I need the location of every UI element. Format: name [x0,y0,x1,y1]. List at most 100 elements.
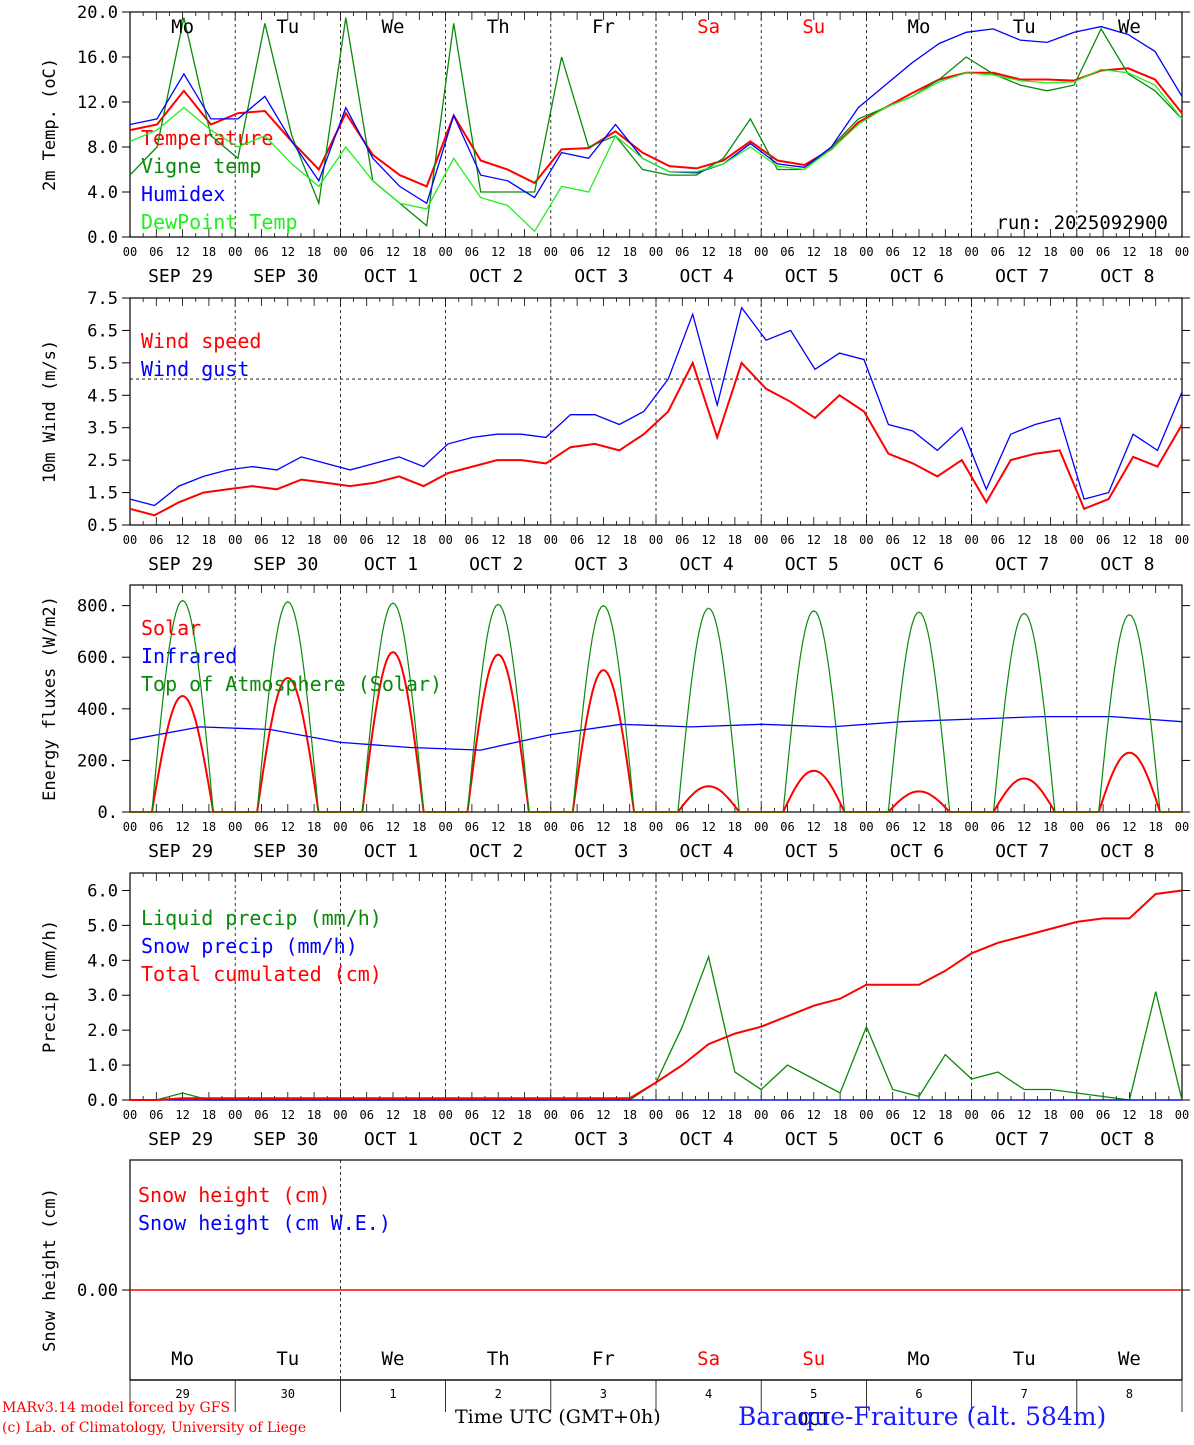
hour-tick-label: 06 [570,245,584,259]
day-date-label: SEP 29 [148,554,213,575]
day-date-label: OCT 5 [785,841,839,862]
legend-entry: Infrared [141,644,237,668]
hour-tick-label: 06 [780,820,794,834]
hour-tick-label: 12 [596,820,610,834]
bottom-day-number: 4 [705,1387,712,1401]
series-line [129,67,1183,188]
hour-tick-label: 18 [412,1108,426,1122]
day-date-label: OCT 4 [680,554,734,575]
hour-tick-label: 06 [254,1108,268,1122]
hour-tick-label: 00 [859,533,873,547]
day-date-label: OCT 6 [890,266,944,287]
hour-tick-label: 12 [701,1108,715,1122]
weekday-label-bottom: We [382,1348,405,1370]
hour-tick-label: 00 [1070,820,1084,834]
y-tick-label: 7.5 [87,289,118,309]
day-date-label: SEP 29 [148,841,213,862]
hour-tick-label: 06 [1096,245,1110,259]
hour-tick-label: 12 [386,245,400,259]
hour-tick-label: 18 [517,1108,531,1122]
hour-tick-label: 18 [833,533,847,547]
y-tick-label: 400. [77,700,118,720]
hour-tick-label: 00 [438,245,452,259]
day-date-label: OCT 7 [995,554,1049,575]
hour-tick-label: 18 [833,1108,847,1122]
hour-tick-label: 00 [859,820,873,834]
hour-tick-label: 00 [964,245,978,259]
hour-tick-label: 00 [544,820,558,834]
hour-tick-label: 12 [1017,1108,1031,1122]
day-date-label: OCT 6 [890,554,944,575]
day-date-label: OCT 7 [995,841,1049,862]
hour-tick-label: 06 [885,533,899,547]
hour-tick-label: 18 [1043,1108,1057,1122]
hour-tick-label: 06 [885,820,899,834]
hour-tick-label: 12 [596,1108,610,1122]
hour-tick-label: 18 [307,1108,321,1122]
weekday-label-top: We [1118,16,1141,38]
hour-tick-label: 18 [622,245,636,259]
day-date-label: OCT 2 [469,1129,523,1150]
hour-tick-label: 12 [1122,820,1136,834]
hour-tick-label: 12 [491,245,505,259]
hour-tick-label: 06 [149,533,163,547]
hour-tick-label: 06 [675,245,689,259]
hour-tick-label: 18 [412,245,426,259]
legend-entry: Snow height (cm) [138,1183,331,1207]
hour-tick-label: 18 [622,820,636,834]
hour-tick-label: 12 [281,533,295,547]
day-date-label: OCT 3 [574,554,628,575]
hour-tick-label: 00 [228,533,242,547]
hour-tick-label: 00 [649,820,663,834]
hour-tick-label: 06 [359,533,373,547]
hour-tick-label: 06 [675,533,689,547]
weekday-label-bottom: Su [802,1348,825,1370]
hour-tick-label: 00 [1175,820,1189,834]
y-tick-label: 4.5 [87,386,118,406]
weekday-label-bottom: Sa [697,1348,720,1370]
y-tick-label: 16.0 [77,48,118,68]
hour-tick-label: 00 [649,245,663,259]
hour-tick-label: 12 [912,533,926,547]
hour-tick-label: 00 [964,1108,978,1122]
hour-tick-label: 06 [780,533,794,547]
day-date-label: OCT 4 [680,841,734,862]
hour-tick-label: 00 [123,533,137,547]
hour-tick-label: 00 [333,533,347,547]
hour-tick-label: 18 [1043,245,1057,259]
hour-tick-label: 18 [833,820,847,834]
y-axis-label: Snow height (cm) [40,1188,60,1352]
hour-tick-label: 18 [1148,820,1162,834]
y-tick-label: 0.00 [77,1281,118,1301]
hour-tick-label: 18 [1043,820,1057,834]
hour-tick-label: 00 [1070,245,1084,259]
weekday-label-top: Th [487,16,510,38]
series-line [130,599,1182,813]
hour-tick-label: 06 [991,533,1005,547]
hour-tick-label: 06 [991,1108,1005,1122]
hour-tick-label: 18 [938,533,952,547]
y-tick-label: 1.0 [87,1056,118,1076]
day-date-label: OCT 2 [469,554,523,575]
weekday-label-top: Tu [276,16,299,38]
time-axis-label: Time UTC (GMT+0h) [455,1406,661,1428]
hour-tick-label: 12 [1122,245,1136,259]
hour-tick-label: 06 [254,820,268,834]
hour-tick-label: 06 [675,1108,689,1122]
hour-tick-label: 18 [728,533,742,547]
hour-tick-label: 18 [517,533,531,547]
hour-tick-label: 12 [807,533,821,547]
y-tick-label: 20.0 [77,3,118,23]
hour-tick-label: 12 [596,533,610,547]
hour-tick-label: 12 [1017,533,1031,547]
hour-tick-label: 06 [885,245,899,259]
day-date-label: OCT 1 [364,266,418,287]
hour-tick-label: 12 [281,1108,295,1122]
day-date-label: OCT 3 [574,266,628,287]
y-tick-label: 0.0 [87,228,118,248]
hour-tick-label: 00 [333,1108,347,1122]
hour-tick-label: 12 [386,533,400,547]
weekday-label-bottom: Th [487,1348,510,1370]
y-axis-label: Energy fluxes (W/m2) [40,596,60,801]
